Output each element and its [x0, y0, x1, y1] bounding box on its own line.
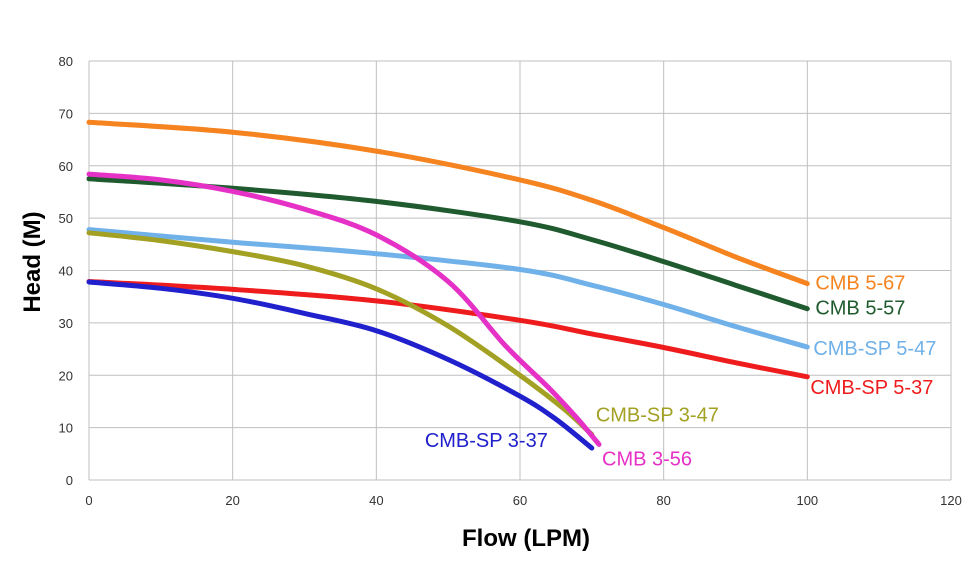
series-line-cmb-5-57	[86, 176, 810, 312]
series-label-cmb-sp-3-47: CMB-SP 3-47	[596, 404, 719, 426]
y-tick-label: 50	[59, 211, 73, 226]
x-tick-label: 80	[656, 493, 670, 508]
x-tick-label: 120	[940, 493, 962, 508]
series-label-cmb-3-56: CMB 3-56	[602, 448, 692, 470]
y-tick-label: 20	[59, 368, 73, 383]
x-tick-label: 20	[225, 493, 239, 508]
y-tick-label: 10	[59, 421, 73, 436]
series-line-cmb-sp-5-37	[86, 279, 810, 380]
series-label-cmb-5-67: CMB 5-67	[815, 273, 905, 295]
y-tick-label: 0	[66, 473, 73, 488]
y-tick-label: 70	[59, 106, 73, 121]
y-tick-label: 40	[59, 264, 73, 279]
series-lines	[86, 119, 810, 451]
x-tick-label: 60	[513, 493, 527, 508]
x-tick-label: 40	[369, 493, 383, 508]
series-label-cmb-5-57: CMB 5-57	[815, 298, 905, 320]
y-axis-title: Head (M)	[19, 211, 46, 312]
series-label-cmb-sp-5-37: CMB-SP 5-37	[810, 377, 933, 399]
x-tick-label: 100	[796, 493, 818, 508]
y-tick-label: 80	[59, 54, 73, 69]
series-label-cmb-sp-3-37: CMB-SP 3-37	[425, 430, 548, 452]
x-tick-label: 0	[85, 493, 92, 508]
series-line-cmb-sp-3-37	[86, 279, 595, 451]
y-tick-labels: 0 10 20 30 40 50 60 70 80	[59, 54, 73, 488]
series-line-cmb-5-67	[86, 119, 810, 287]
series-label-cmb-sp-5-47: CMB-SP 5-47	[813, 338, 936, 360]
y-tick-label: 30	[59, 316, 73, 331]
series-line-cmb-sp-5-47	[86, 227, 810, 350]
series-line-cmb-sp-3-47	[86, 230, 595, 437]
series-line-cmb-3-56	[86, 171, 602, 447]
x-tick-labels: 0 20 40 60 80 100 120	[85, 493, 961, 508]
x-axis-title: Flow (LPM)	[462, 525, 590, 552]
series-labels: CMB 5-67 CMB 5-57 CMB-SP 5-47 CMB-SP 5-37 CM…	[425, 273, 937, 471]
y-tick-label: 60	[59, 159, 73, 174]
